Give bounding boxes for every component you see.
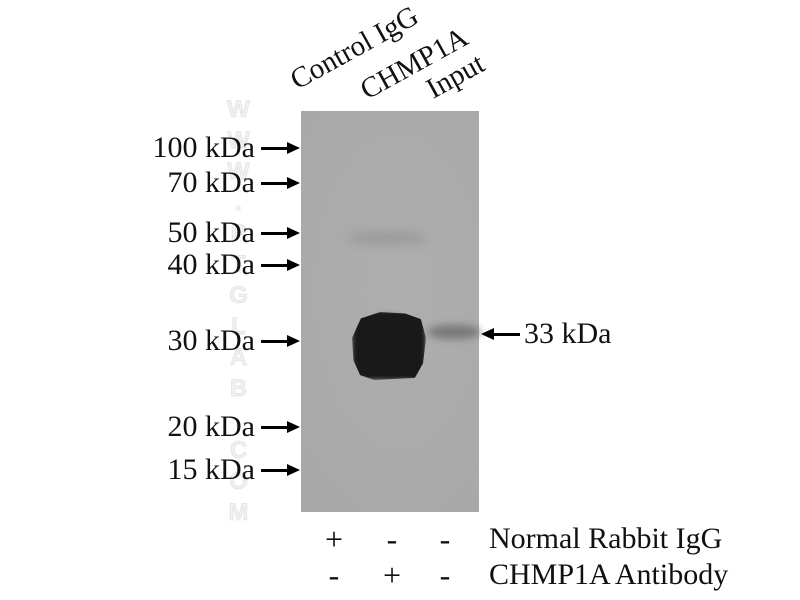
arrow-shaft <box>261 181 287 185</box>
right-arrow-icon <box>261 335 300 347</box>
arrow-shaft <box>261 339 287 343</box>
arrow-shaft <box>261 468 287 472</box>
condition-sign: - <box>439 521 451 557</box>
right-arrow-icon <box>261 259 300 271</box>
faint-band-input-33kda <box>427 325 481 339</box>
arrow-head <box>287 335 300 347</box>
ladder-marker-label: 100 kDa <box>152 131 255 164</box>
condition-sign: - <box>386 521 398 557</box>
arrow-shaft <box>261 425 287 429</box>
ladder-marker-row: 20 kDa <box>20 409 300 445</box>
ladder-marker-label: 20 kDa <box>167 410 255 443</box>
condition-sign: + <box>324 521 344 557</box>
ladder-marker-label: 50 kDa <box>167 216 255 249</box>
arrow-shaft <box>494 332 520 336</box>
ladder-marker-row: 70 kDa <box>20 165 300 201</box>
band-annotation-label: 33 kDa <box>524 317 612 350</box>
strong-band-chmp1a-33kda <box>352 312 426 380</box>
ladder-marker-row: 30 kDa <box>20 323 300 359</box>
ladder-marker-row: 50 kDa <box>20 215 300 251</box>
blot-membrane <box>301 111 481 512</box>
ladder-marker-label: 15 kDa <box>167 453 255 486</box>
right-arrow-icon <box>261 227 300 239</box>
arrow-shaft <box>261 146 287 150</box>
band-annotation-33kda: 33 kDa <box>481 316 611 352</box>
condition-label: CHMP1A Antibody <box>489 558 729 591</box>
arrow-head <box>287 421 300 433</box>
arrow-shaft <box>261 231 287 235</box>
condition-row: + - - Normal Rabbit IgG <box>0 521 800 557</box>
ladder-marker-row: 15 kDa <box>20 452 300 488</box>
right-arrow-icon <box>261 142 300 154</box>
arrow-head <box>287 142 300 154</box>
ladder-marker-label: 40 kDa <box>167 248 255 281</box>
arrow-head <box>287 227 300 239</box>
arrow-head <box>287 177 300 189</box>
condition-sign: + <box>382 557 402 593</box>
condition-row: - + - CHMP1A Antibody <box>0 557 800 593</box>
left-arrow-icon <box>481 328 494 340</box>
condition-label: Normal Rabbit IgG <box>489 522 723 555</box>
condition-sign: - <box>328 557 340 593</box>
condition-sign: - <box>439 557 451 593</box>
right-arrow-icon <box>261 177 300 189</box>
ladder-marker-row: 100 kDa <box>20 130 300 166</box>
arrow-head <box>287 259 300 271</box>
arrow-shaft <box>261 263 287 267</box>
right-arrow-icon <box>261 464 300 476</box>
right-arrow-icon <box>261 421 300 433</box>
ladder-marker-label: 30 kDa <box>167 324 255 357</box>
ladder-marker-label: 70 kDa <box>167 166 255 199</box>
arrow-head <box>287 464 300 476</box>
watermark-text: WWW.PTGLAB.COM <box>225 96 253 531</box>
ladder-marker-row: 40 kDa <box>20 247 300 283</box>
faint-band-50kda <box>347 232 427 244</box>
